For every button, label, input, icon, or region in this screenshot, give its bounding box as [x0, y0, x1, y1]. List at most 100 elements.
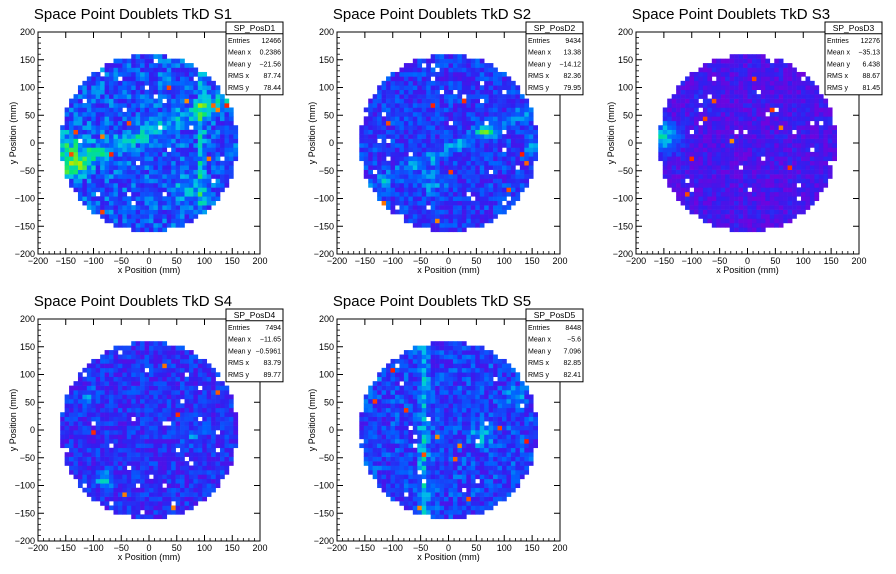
heatmap-cell [783, 214, 788, 219]
heatmap-cell [787, 80, 793, 86]
heatmap-cell [166, 209, 172, 215]
heatmap-cell [228, 116, 234, 122]
heatmap-cell [760, 218, 766, 224]
heatmap-cell [801, 129, 806, 135]
heatmap-cell [707, 160, 713, 166]
heatmap-cell [131, 178, 136, 184]
heatmap-cell [368, 125, 373, 130]
x-tick-label: 0 [446, 256, 451, 266]
heatmap-cell [510, 80, 516, 86]
heatmap-cell [197, 71, 203, 77]
heatmap-cell [774, 98, 780, 104]
heatmap-cell [403, 182, 409, 188]
heatmap-cell [166, 120, 172, 126]
heatmap-cell [95, 456, 101, 462]
heatmap-cell [738, 227, 744, 233]
heatmap-cell [162, 205, 168, 210]
heatmap-cell [707, 67, 713, 73]
heatmap-cell [725, 138, 730, 144]
heatmap-cell [153, 421, 159, 426]
heatmap-cell [756, 151, 762, 157]
heatmap-cell [188, 116, 194, 122]
heatmap-cell [188, 147, 194, 153]
heatmap-cell [439, 169, 445, 175]
heatmap-cell [113, 187, 119, 193]
heatmap-cell [149, 67, 154, 73]
heatmap-cell [188, 107, 194, 113]
heatmap-cell [774, 147, 780, 153]
heatmap-cell [73, 178, 79, 184]
heatmap-cell [502, 125, 507, 130]
heatmap-cell [184, 134, 190, 139]
heatmap-cell [667, 174, 672, 179]
heatmap-cell [452, 67, 458, 73]
heatmap-cell [809, 187, 815, 193]
heatmap-cell [149, 98, 154, 104]
heatmap-cell [676, 196, 681, 202]
heatmap-cell [131, 174, 136, 179]
heatmap-cell [676, 156, 681, 162]
heatmap-cell [104, 218, 110, 224]
heatmap-cell [403, 89, 409, 95]
heatmap-cell [818, 178, 824, 184]
heatmap-cell [73, 385, 79, 391]
heatmap-cell [787, 85, 793, 91]
heatmap-cell [359, 129, 365, 135]
heatmap-cell [685, 107, 690, 113]
heatmap-cell [122, 501, 128, 506]
heatmap-cell [175, 478, 181, 484]
heatmap-cell [184, 120, 190, 126]
heatmap-cell [796, 151, 802, 157]
heatmap-cell [135, 214, 141, 219]
heatmap-cell [162, 76, 168, 82]
heatmap-cell [109, 71, 114, 77]
heatmap-cell [461, 227, 467, 233]
heatmap-cell [104, 425, 110, 431]
heatmap-cell [801, 147, 806, 153]
heatmap-cell [166, 103, 172, 108]
heatmap-cell [430, 191, 436, 197]
heatmap-cell [805, 156, 811, 162]
heatmap-cell [475, 222, 481, 228]
heatmap-cell [166, 165, 172, 170]
heatmap-cell [144, 129, 150, 135]
heatmap-cell [171, 509, 176, 515]
heatmap-cell [126, 182, 132, 188]
heatmap-cell [502, 156, 507, 162]
heatmap-cell [175, 76, 181, 82]
y-tick-label: 50 [623, 110, 633, 120]
heatmap-cell [439, 218, 445, 224]
heatmap-cell [783, 116, 788, 122]
heatmap-cell [149, 227, 154, 233]
heatmap-cell [475, 111, 481, 117]
heatmap-cell [149, 452, 154, 457]
heatmap-cell [783, 200, 788, 206]
heatmap-cell [86, 483, 92, 489]
heatmap-cell [774, 191, 780, 197]
heatmap-cell [680, 160, 686, 166]
heatmap-cell [774, 63, 780, 68]
heatmap-cell [122, 456, 128, 462]
heatmap-cell [769, 98, 775, 104]
heatmap-cell [95, 134, 101, 139]
heatmap-cell [689, 182, 695, 188]
heatmap-cell [470, 94, 476, 99]
heatmap-cell [122, 169, 128, 175]
heatmap-cell [466, 111, 472, 117]
heatmap-cell [126, 487, 132, 493]
heatmap-cell [228, 160, 234, 166]
heatmap-cell [166, 178, 172, 184]
heatmap-cell [421, 71, 427, 77]
heatmap-cell [452, 138, 458, 144]
heatmap-cell [95, 160, 101, 166]
heatmap-cell [109, 94, 114, 99]
heatmap-cell [439, 178, 445, 184]
heatmap-cell [702, 218, 708, 224]
heatmap-cell [698, 143, 704, 148]
heatmap-cell [738, 160, 744, 166]
heatmap-cell [206, 187, 212, 193]
heatmap-cell [144, 143, 150, 148]
heatmap-cell [202, 178, 208, 184]
heatmap-cell [82, 381, 88, 386]
heatmap-cell [796, 209, 802, 215]
